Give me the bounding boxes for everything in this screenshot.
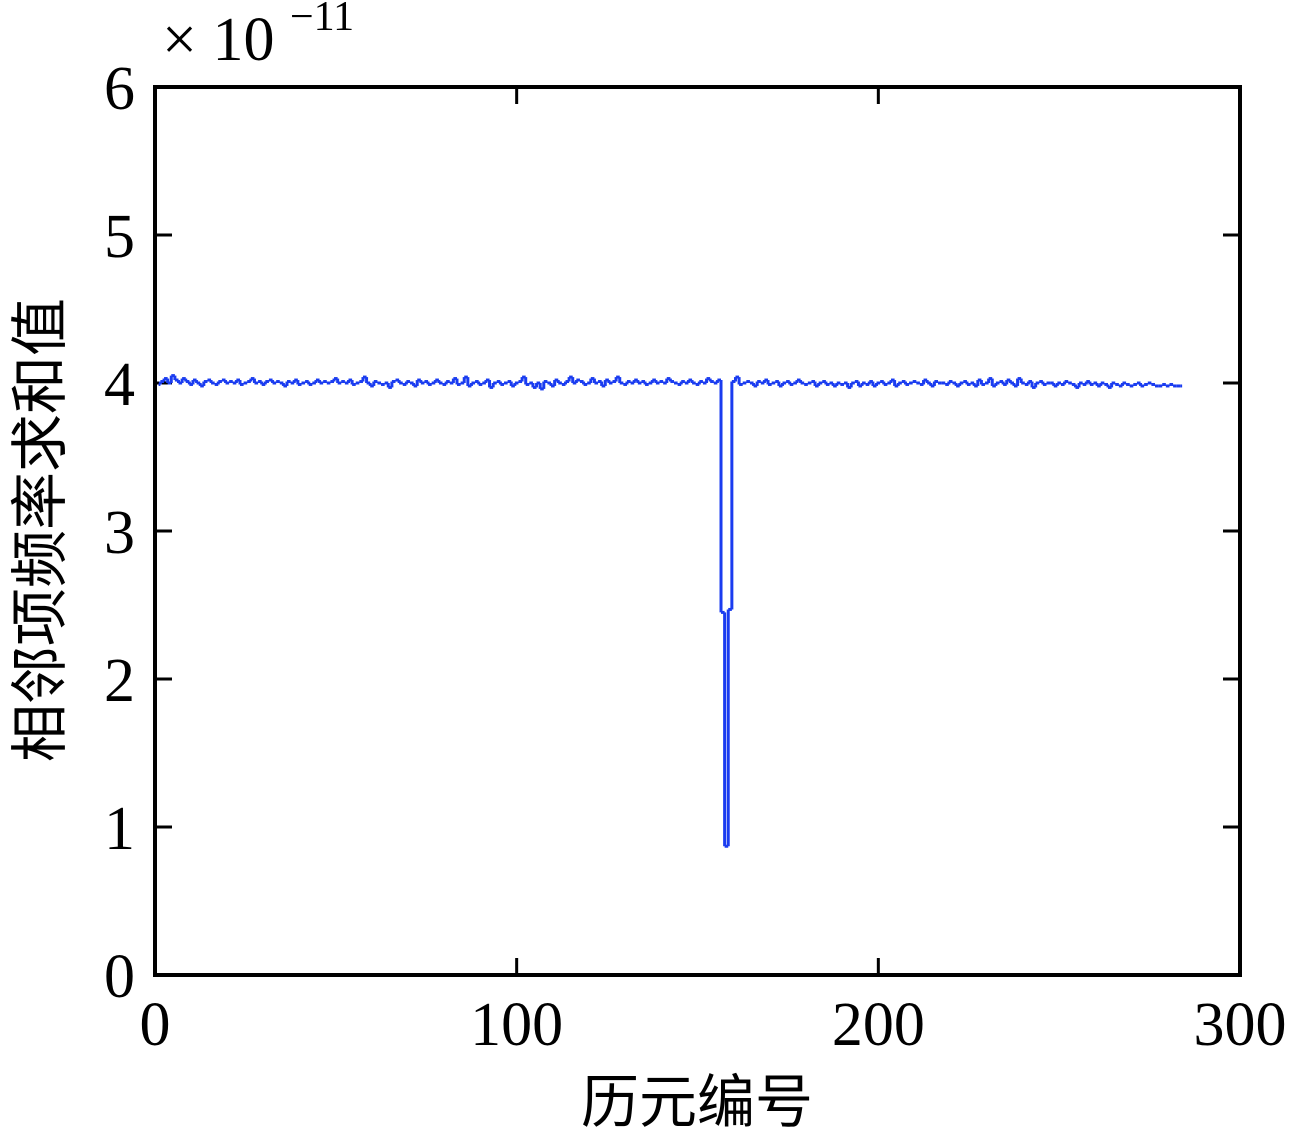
plot-frame: [153, 85, 1242, 977]
y-axis-label: 相邻项频率求和值: [6, 298, 74, 762]
y-tick-label: 5: [104, 203, 135, 271]
x-tick-label: 300: [1194, 991, 1287, 1059]
y-tick-label: 4: [104, 351, 135, 419]
y-tick-label: 0: [104, 943, 135, 1011]
y-tick-label: 2: [104, 647, 135, 715]
x-axis-label: 历元编号: [581, 1068, 813, 1134]
y-tick-label: 3: [104, 499, 135, 567]
y-tick-label: 6: [104, 55, 135, 123]
x-tick-label: 100: [470, 991, 563, 1059]
x-tick-label: 0: [140, 991, 171, 1059]
x-tick-label: 200: [832, 991, 925, 1059]
y-multiplier-exponent: −11: [290, 0, 354, 40]
y-multiplier: × 10: [162, 6, 274, 74]
y-tick-label: 1: [104, 795, 135, 863]
